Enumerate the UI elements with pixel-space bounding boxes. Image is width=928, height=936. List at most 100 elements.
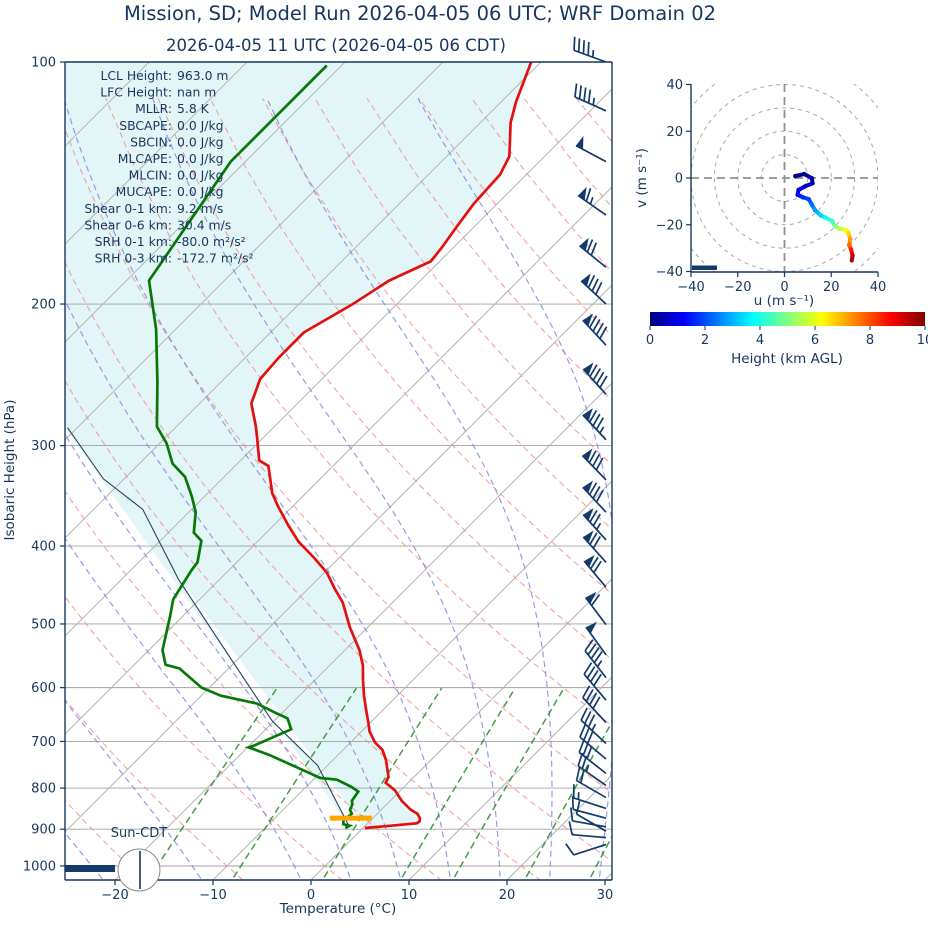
hodo-trace-point xyxy=(809,202,815,207)
colorbar-tick-label: 4 xyxy=(756,333,764,348)
wind-barb xyxy=(582,508,607,541)
moist-adiabat-line xyxy=(65,99,452,880)
hodo-trace-point xyxy=(806,196,811,202)
hodo-trace-point xyxy=(801,171,807,177)
moist-adiabat-line xyxy=(65,537,302,880)
colorbar-tick-label: 6 xyxy=(811,333,819,348)
hodo-trace-point xyxy=(809,176,815,181)
dry-adiabat-line xyxy=(105,98,612,727)
index-value: 0.0 J/kg xyxy=(177,168,224,183)
index-label: SBCIN: xyxy=(130,134,172,149)
pressure-axis-label: Isobaric Height (hPa) xyxy=(2,400,18,541)
wind-barb xyxy=(569,807,607,828)
wind-barb xyxy=(582,313,608,346)
sun-dial xyxy=(117,848,161,892)
skewt-chart: 100 200 300 400 500 600 700 800 900 1000 −20 −10 0 10… xyxy=(2,36,614,917)
hodo-trace-point xyxy=(793,173,798,179)
hodo-v-tick-label: −40 xyxy=(656,265,683,280)
wind-barb xyxy=(583,662,607,701)
wind-barb xyxy=(582,362,608,395)
sun-dial-circle xyxy=(117,848,161,892)
wind-barb xyxy=(578,739,607,775)
isotherm-line xyxy=(114,382,612,880)
mixing-ratio-line xyxy=(588,834,612,880)
hodo-trace-point xyxy=(832,223,837,229)
dry-adiabat-line xyxy=(65,490,442,880)
index-value: 963.0 m xyxy=(177,68,228,83)
hodo-v-tick-label: 20 xyxy=(666,125,683,140)
wind-barb xyxy=(568,821,607,839)
hodo-u-tick-label: −20 xyxy=(724,280,751,295)
hodo-u-tick-label: 40 xyxy=(870,280,887,295)
wind-barb xyxy=(572,784,607,810)
temperature-tick-label: 10 xyxy=(401,888,418,903)
hodo-trace-point xyxy=(800,194,805,200)
isotherm-line xyxy=(212,480,612,880)
index-label: MUCAPE: xyxy=(116,184,172,199)
temperature-profile-line xyxy=(249,61,533,830)
hodo-v-tick-label: 0 xyxy=(675,172,683,187)
wind-barb xyxy=(581,448,607,481)
temperature-tick-label: −10 xyxy=(199,888,226,903)
isotherm-line xyxy=(65,62,444,441)
wind-barb xyxy=(575,767,607,799)
hodo-trace-point xyxy=(847,242,852,248)
index-label: LFC Height: xyxy=(100,85,172,100)
index-label: Shear 0-1 km: xyxy=(84,201,172,216)
index-label: SRH 0-1 km: xyxy=(95,234,172,249)
hodo-scale-bar xyxy=(692,265,717,270)
hodo-trace-point xyxy=(803,183,808,189)
colorbar-gradient xyxy=(650,312,925,326)
isotherm-line xyxy=(408,676,612,880)
wind-barb xyxy=(579,237,607,268)
dry-adiabat-line xyxy=(65,799,145,880)
hodo-v-axis-label: v (m s⁻¹) xyxy=(634,148,650,208)
index-label: MLCIN: xyxy=(129,168,172,183)
moist-adiabat-line xyxy=(152,98,501,880)
temperature-tick-label: −20 xyxy=(101,888,128,903)
isotherm-line xyxy=(65,62,248,245)
dry-adiabat-line xyxy=(65,595,343,880)
index-value: 30.4 m/s xyxy=(177,217,231,232)
mixing-ratio-line xyxy=(451,687,565,880)
hodo-trace-point xyxy=(812,208,818,213)
wind-barb xyxy=(582,530,607,563)
hodo-u-tick-label: 0 xyxy=(780,280,788,295)
wind-barb xyxy=(571,795,607,819)
isotherm-line xyxy=(65,186,612,735)
shaded-region xyxy=(65,62,532,828)
index-value: 9.2 m/s xyxy=(177,201,223,216)
hodo-v-tick-label: 40 xyxy=(666,78,683,93)
wind-barb xyxy=(577,752,607,787)
thermodynamic-indices: LCL Height: 963.0 m LFC Height: nan m MLLR: 5… xyxy=(84,68,253,266)
wind-barb xyxy=(585,621,607,656)
index-label: LCL Height: xyxy=(100,68,172,83)
pressure-tick-label: 800 xyxy=(31,782,56,797)
dry-adiabat-line xyxy=(65,127,612,794)
hodograph-trace xyxy=(793,171,855,263)
pressure-tick-label: 200 xyxy=(31,298,56,313)
hodo-trace-point xyxy=(843,227,849,233)
isotherm-line xyxy=(310,578,612,880)
wind-barb xyxy=(582,480,607,513)
colorbar-tick-label: 0 xyxy=(646,333,654,348)
wind-barb xyxy=(580,273,607,305)
pressure-tick-label: 900 xyxy=(31,823,56,838)
dry-adiabat-line xyxy=(262,98,612,530)
pressure-tick-label: 700 xyxy=(31,735,56,750)
index-label: SBCAPE: xyxy=(119,118,172,133)
hodo-trace-point xyxy=(818,213,823,218)
temperature-tick-label: 30 xyxy=(597,888,614,903)
wind-barb xyxy=(584,639,607,679)
hodo-trace-point xyxy=(823,215,828,220)
hodo-u-tick-label: 20 xyxy=(823,280,840,295)
hodo-trace-point xyxy=(796,187,801,193)
hodo-trace-point xyxy=(795,192,800,198)
sun-time-label: Sun-CDT xyxy=(111,826,168,841)
hodo-trace-point xyxy=(846,230,851,236)
pressure-tick-label: 1000 xyxy=(23,860,56,875)
index-value: 0.0 J/kg xyxy=(177,118,224,133)
temperature-axis-label: Temperature (°C) xyxy=(279,901,397,917)
wind-barb xyxy=(577,186,607,216)
index-value: 5.8 K xyxy=(177,101,210,116)
